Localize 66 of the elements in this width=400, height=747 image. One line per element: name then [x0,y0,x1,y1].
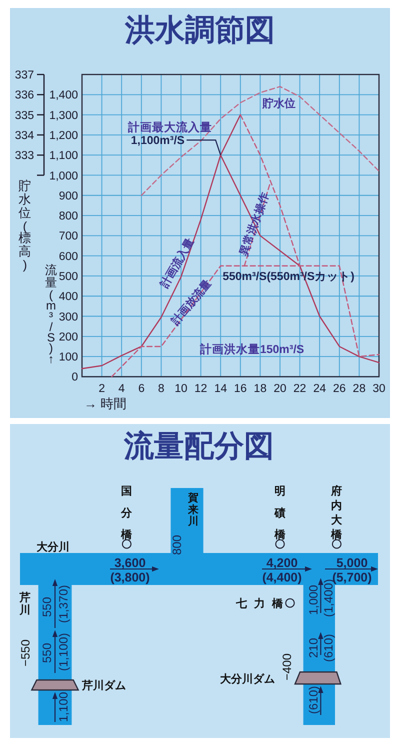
x-tick-label: 26 [333,383,346,395]
text: 芹川ダム [81,678,126,692]
text: 550 [40,642,54,664]
y2-tick-label: 337 [14,70,34,82]
text: 流量(m³/S)↑ [45,263,57,366]
text: (610) [306,686,321,714]
x-tick-label: 28 [352,383,366,395]
text: (1,370) [56,584,71,624]
y-tick-label: 1,100 [49,150,78,162]
y-tick-label: 1,300 [49,110,78,122]
x-tick-label: 10 [174,383,188,395]
y2-axis-title: 貯水位(標高) [18,179,32,272]
text: 210 [306,638,321,658]
x-tick-label: 6 [138,383,145,395]
y-tick-label: 1,000 [49,170,78,182]
x-tick-label: 30 [372,383,386,395]
text: 5,000 [336,556,368,570]
x-tick-label: 12 [194,383,208,395]
y-tick-label: 600 [58,250,78,263]
x-tick-label: 14 [214,383,228,395]
y2-tick-label: 333 [14,150,34,162]
y2-tick-label: 335 [14,110,34,122]
y2-tick-label: 336 [14,90,34,102]
text: 賀来川 [186,491,199,528]
y-tick-label: 900 [58,190,78,202]
x-tick-label: 18 [254,383,267,395]
text: 800 [170,534,184,556]
text: 流量配分図 [123,428,274,462]
text: 大分川 [36,540,70,554]
x-tick-label: 24 [313,383,327,395]
y-tick-label: 400 [58,291,78,304]
y-tick-label: 0 [72,372,78,384]
y-tick-label: 800 [58,210,78,223]
text: 1,000 [306,584,321,616]
x-tick-label: 20 [274,383,286,395]
y-tick-label: 300 [58,311,78,324]
text: −550 [18,639,32,667]
y-tick-label: 500 [58,270,78,283]
x-tick-label: 2 [98,383,106,395]
y-tick-label: 100 [58,352,78,364]
text: (3,800) [110,570,150,584]
text: 明磧橋 [274,486,286,542]
x-tick-label: 16 [234,383,247,395]
text: 550 [40,596,54,618]
x-tick-label: 8 [158,383,164,395]
y-tick-label: 1,200 [49,130,78,142]
text: 芹川 [18,591,30,616]
y-tick-label: 200 [58,331,78,344]
text: 4,200 [266,556,298,570]
text: 七力橋 [235,596,290,610]
y-tick-label: 1,400 [49,90,78,102]
y-tick-label: 700 [58,230,78,243]
text: 大分川ダム [220,672,275,686]
text: −400 [280,653,294,681]
y2-tick-label: 334 [14,130,35,142]
text: (610) [321,634,336,662]
text: 国分橋 [120,486,134,542]
text: 府内大橋 [330,484,344,542]
text: (1,100) [56,632,71,672]
text: 3,600 [114,556,146,570]
chart-title: 洪水調節図 [124,14,275,47]
x-tick-label: 22 [293,383,306,395]
x-tick-label: 4 [118,383,126,395]
x-axis-title: → 時間 [84,396,127,411]
text: (4,400) [262,570,302,584]
text: 異常洪水操作 [236,190,272,258]
